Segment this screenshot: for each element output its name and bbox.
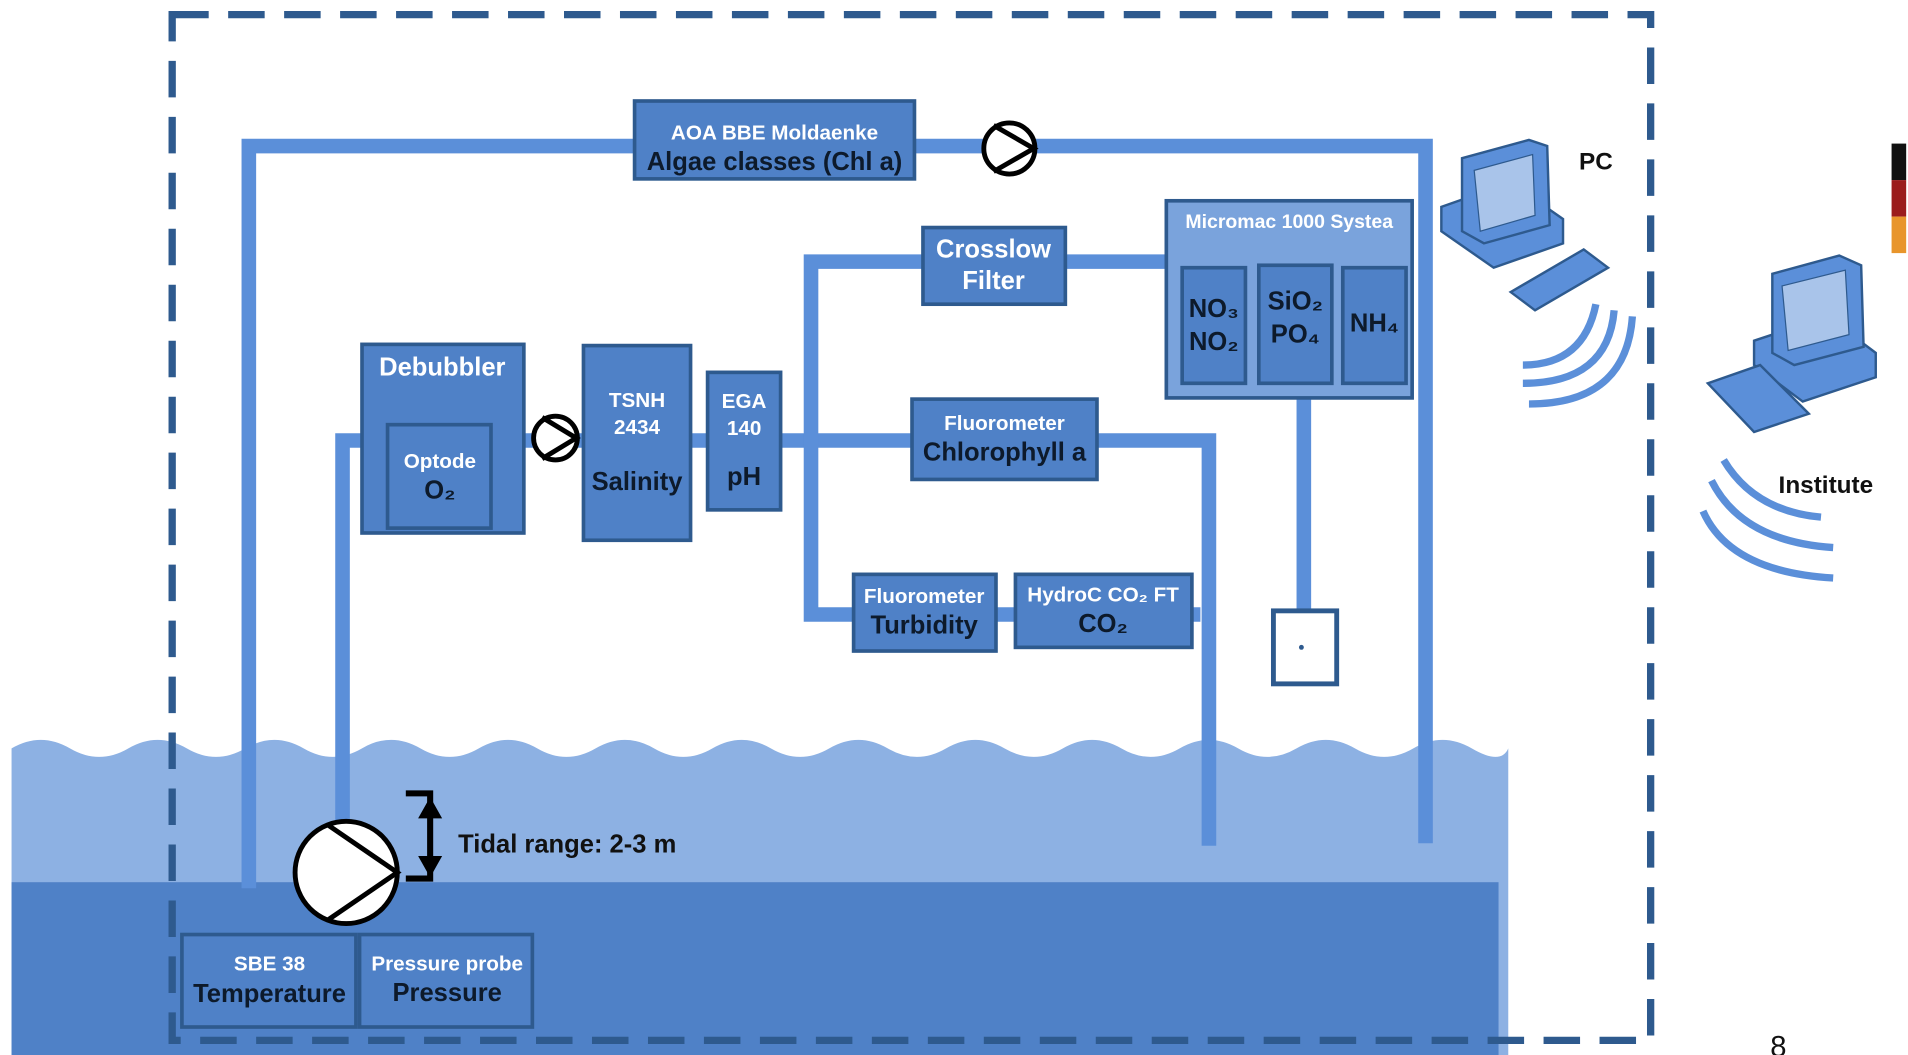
crossflow-label: Filter [962, 267, 1025, 295]
institute-label: Institute [1779, 472, 1874, 499]
hydroc-label: CO₂ [1078, 610, 1128, 638]
nutrient: NO₃ [1189, 295, 1239, 323]
ega-label: pH [727, 463, 761, 491]
turb-label: Turbidity [870, 611, 978, 639]
boundary [168, 10, 1655, 1045]
debubbler-title: Debubbler [379, 353, 505, 381]
sbe-title: SBE 38 [234, 952, 305, 975]
algae-label: Algae classes (Chl a) [647, 148, 903, 176]
optode-label: O₂ [424, 476, 455, 504]
turb-title: Fluorometer [864, 585, 985, 608]
nutrient: NO₂ [1189, 328, 1239, 356]
crossflow-label: Crosslow [936, 235, 1051, 263]
hydroc-title: HydroC CO₂ FT [1027, 584, 1179, 607]
pressure-title: Pressure probe [371, 952, 523, 975]
chl-title: Fluorometer [944, 412, 1065, 435]
page-number: 8 [1770, 1032, 1786, 1055]
sbe-label: Temperature [193, 980, 346, 1008]
tsnh-title: TSNH [609, 389, 665, 412]
boxes: AOA BBE Moldaenke Algae classes (Chl a) … [180, 99, 1414, 1029]
pc-label: PC [1579, 148, 1613, 175]
algae-title: AOA BBE Moldaenke [671, 121, 878, 144]
pc-icon [1440, 138, 1611, 312]
pressure-label: Pressure [392, 979, 501, 1007]
micromac-title: Micromac 1000 Systea [1185, 211, 1393, 233]
flag [1891, 180, 1907, 217]
optode-title: Optode [404, 450, 476, 473]
flag [1891, 143, 1907, 181]
tsnh-label: Salinity [592, 468, 684, 496]
ega-title: EGA [722, 390, 767, 413]
flag [1891, 216, 1907, 254]
tidal-arrow [405, 790, 443, 882]
nutrient: PO₄ [1271, 321, 1320, 349]
tsnh-title: 2434 [614, 416, 660, 439]
tidal-label: Tidal range: 2-3 m [458, 830, 676, 858]
nutrient: NH₄ [1350, 310, 1399, 338]
institute-icon [1705, 254, 1877, 434]
chl-label: Chlorophyll a [923, 439, 1087, 467]
ega-title: 140 [727, 417, 761, 440]
nutrient: SiO₂ [1268, 288, 1323, 316]
pumps [292, 120, 1039, 927]
